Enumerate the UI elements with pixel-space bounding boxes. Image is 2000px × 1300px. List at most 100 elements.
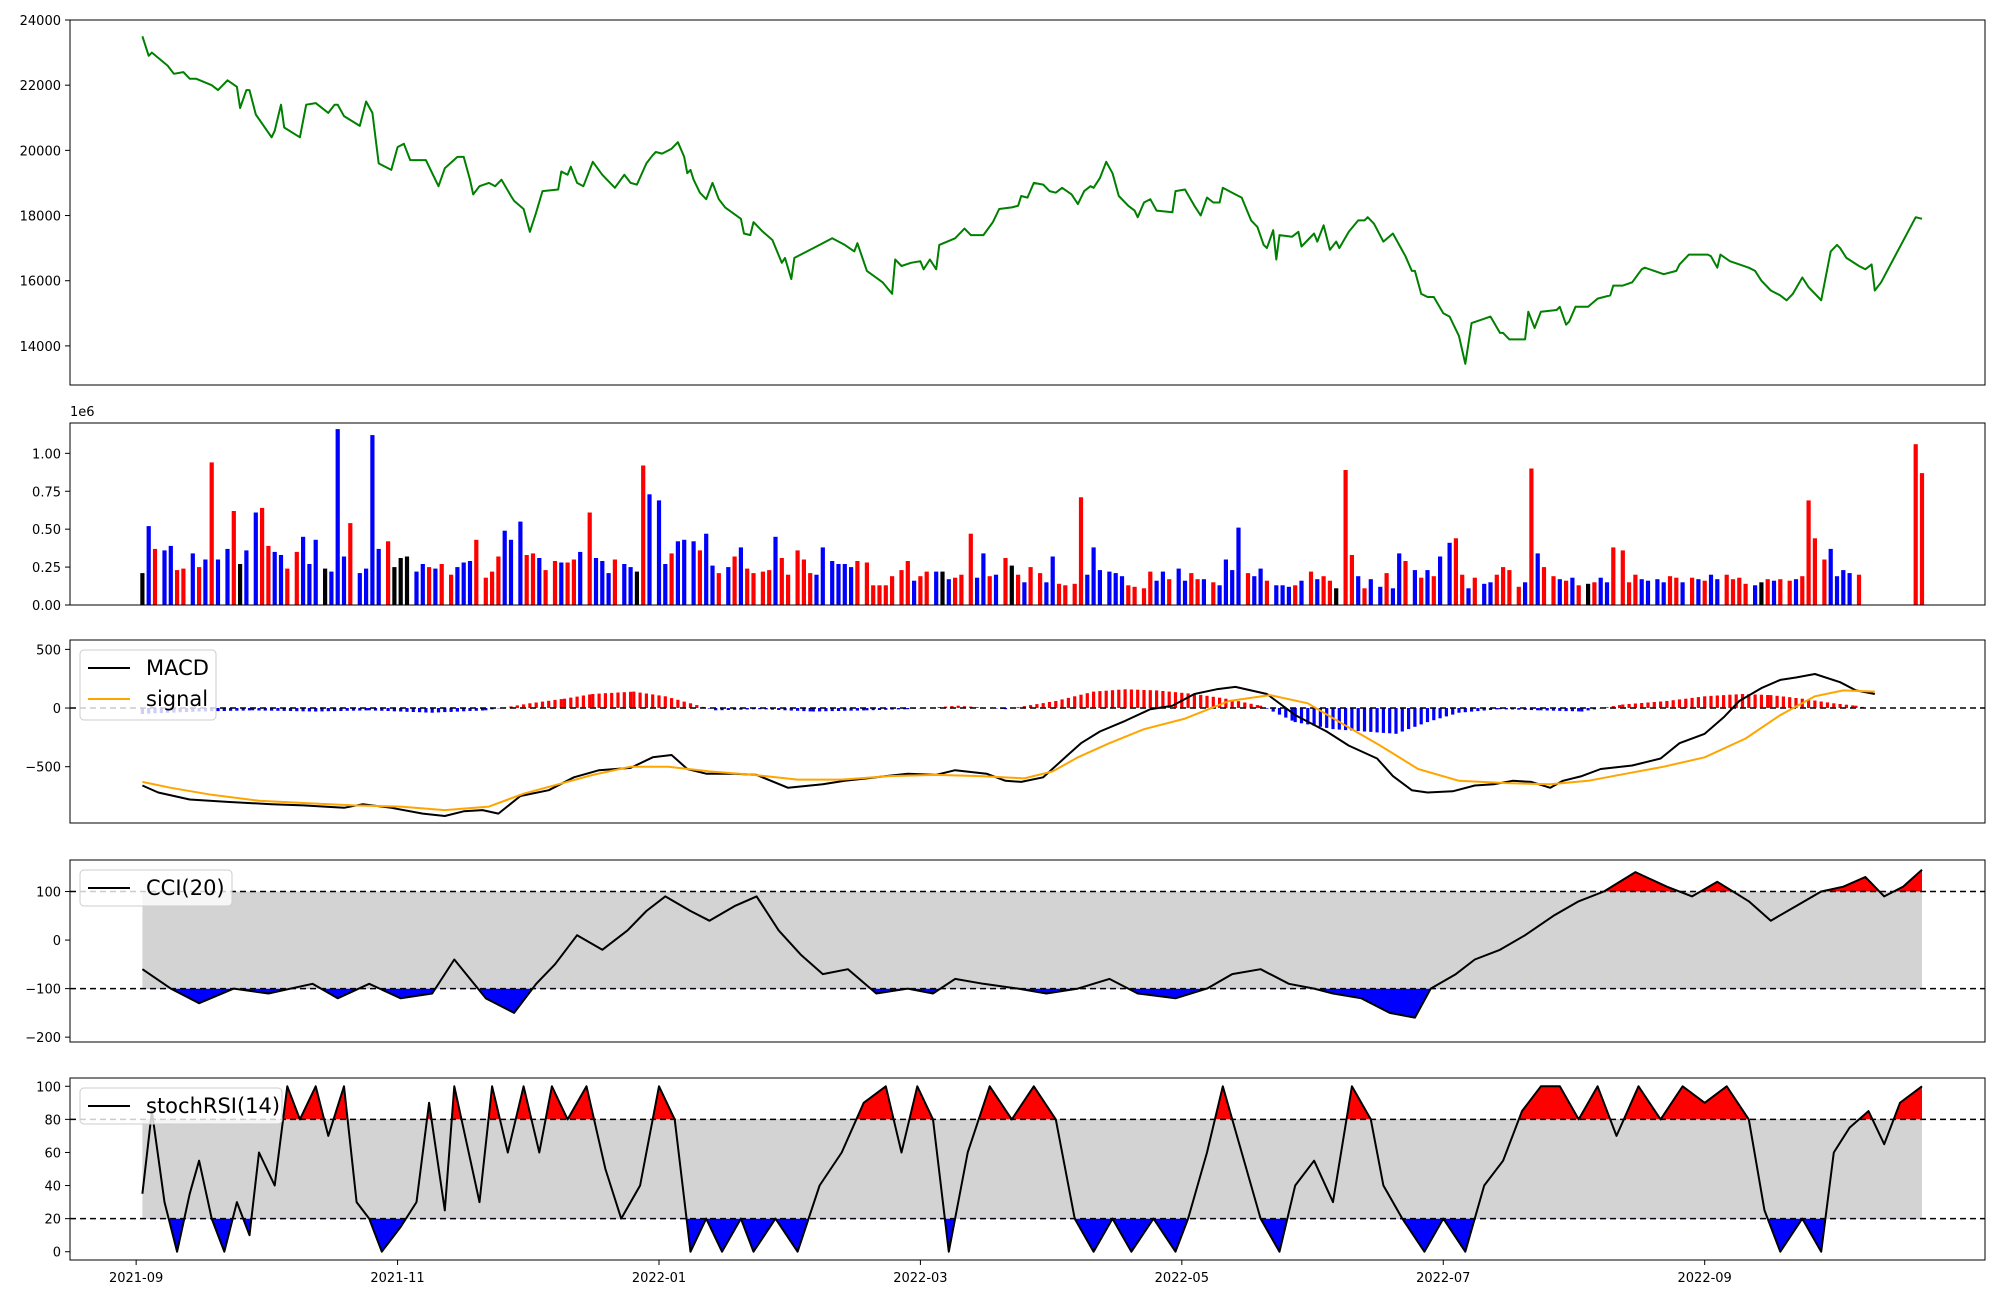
volume-bar [1384,573,1389,605]
volume-bar [647,494,652,605]
volume-bar [323,568,328,605]
macd-histogram-bar [430,708,434,713]
volume-bar [1639,579,1644,605]
volume-bar [1724,574,1729,605]
macd-histogram-bar [251,708,255,711]
volume-bar [808,573,813,605]
volume-bar [1753,585,1758,605]
macd-histogram-bar [1605,707,1609,708]
macd-histogram-bar [247,708,252,711]
volume-bar [467,561,473,605]
volume-bar [993,574,999,605]
macd-histogram-bar [1236,701,1241,708]
macd-histogram-bar [1098,691,1102,708]
volume-bar [1230,570,1235,605]
macd-histogram-bar [1539,708,1543,711]
macd-histogram-bar [1696,697,1700,708]
volume-bar [1592,582,1597,606]
volume-bar [1488,582,1493,606]
volume-panel-marks: 0.00 0.25 0.50 0.75 1.00 [32,429,1925,614]
macd-histogram-bar [1381,708,1385,733]
macd-histogram-bar [484,708,488,711]
macd-histogram-bar [474,708,478,711]
macd-histogram-bar [1306,708,1310,725]
macd-histogram-bar [676,699,680,708]
volume-bar [669,553,674,605]
volume-bar [1356,576,1361,605]
volume-bar [622,564,627,605]
volume-bar [1321,576,1326,605]
macd-histogram-bar [449,708,453,712]
volume-bar [301,536,306,606]
volume-bar [1274,585,1279,605]
macd-histogram-bar [830,708,834,712]
macd-histogram-bar [1495,708,1499,710]
volume-bar [1690,577,1695,605]
volume-bar [1113,573,1118,605]
macd-histogram-bar [1073,696,1077,708]
macd-histogram-bar [811,708,815,712]
volume-bar [398,558,403,605]
volume-bar [1466,588,1471,605]
macd-histogram-bar [1060,699,1064,708]
volume-bar [524,555,529,605]
volume-bar [697,550,702,605]
macd-histogram-bar [906,708,910,710]
volume-bar [1708,574,1714,605]
macd-histogram-bar [345,708,349,711]
volume-bar [203,559,208,605]
macd-histogram-bar [320,708,324,712]
macd-histogram-bar [726,708,730,710]
volume-bar [779,558,784,605]
macd-legend-label: MACD [146,656,209,680]
volume-bar [1362,588,1367,605]
macd-histogram-bar [663,696,667,708]
macd-histogram-bar [534,702,538,708]
macd-histogram-bar [1463,708,1467,713]
volume-bar [953,577,958,605]
volume-bar [716,573,721,605]
cci-legend-label: CCI(20) [146,876,225,900]
volume-bar [1523,582,1528,606]
volume-bar [710,565,715,605]
macd-histogram-bar [358,708,362,711]
volume-bar [864,562,869,605]
macd-histogram-bar [1529,708,1533,711]
macd-histogram-bar [629,691,633,708]
stochrsi-band-fill [142,1119,1923,1219]
macd-histogram-bar [1747,694,1751,708]
macd-histogram-bar [1022,706,1026,708]
macd-panel-frame [69,639,1986,824]
volume-bar [1167,579,1172,605]
macd-histogram-bar [1290,708,1294,721]
macd-histogram-bar [509,706,513,709]
volume-bar [1507,570,1512,605]
x-tick-label: 2022-01 [632,1271,686,1286]
volume-bar [1245,573,1251,605]
volume-bar [1620,550,1625,605]
volume-bar [1211,582,1216,606]
macd-histogram-bar [569,697,573,708]
macd-histogram-bar [1218,697,1222,708]
volume-bar [1334,588,1339,605]
macd-histogram-bar [1110,690,1115,708]
stochrsi-y-tick-label: 20 [44,1213,61,1228]
volume-bar [1056,583,1062,605]
volume-bar [1841,570,1846,605]
stochrsi-y-tick-label: 80 [44,1113,61,1128]
macd-histogram-bar [1123,689,1127,709]
cci-band-fill [142,891,1923,989]
macd-panel: −500 0 500 MACD signal [25,639,1986,824]
volume-bar [404,556,410,605]
macd-histogram-bar [1299,708,1304,724]
volume-bar [1072,583,1077,605]
macd-histogram-bar [651,694,655,708]
volume-bar [502,530,507,605]
macd-histogram-bar [481,708,485,711]
macd-histogram-bar [597,693,601,708]
volume-bar [1201,579,1206,605]
macd-histogram-bar [1854,705,1858,708]
macd-histogram-bar [1029,705,1033,708]
volume-bar [1586,583,1591,605]
